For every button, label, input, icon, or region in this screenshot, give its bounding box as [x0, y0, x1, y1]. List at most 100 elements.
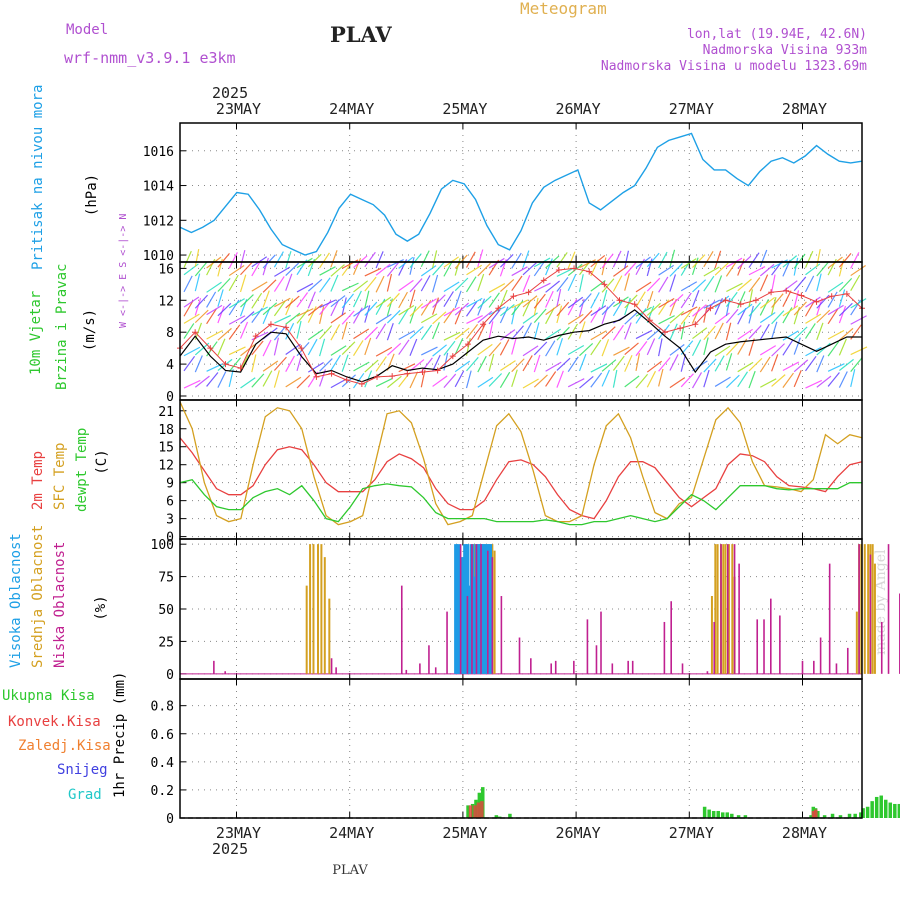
wind-barb	[612, 250, 622, 268]
precip-total-bar	[830, 813, 835, 818]
wind-barb	[771, 321, 778, 340]
wind-barb	[556, 288, 562, 307]
wind-barb	[194, 294, 209, 309]
temp-label-1: 2m Temp	[30, 451, 46, 510]
wind-barb	[771, 310, 785, 325]
wind-barb	[206, 372, 219, 387]
wind-barb	[364, 337, 372, 356]
wind-barb	[748, 325, 762, 339]
cloud-label-low: Niska Oblacnost	[52, 542, 68, 668]
wind-barb	[409, 253, 422, 268]
wind-barb	[771, 374, 786, 387]
wind-barb	[646, 360, 663, 373]
wind-barb	[658, 251, 668, 269]
wind-barb	[590, 363, 608, 373]
wind-barb	[375, 346, 393, 357]
wind-barb	[398, 279, 414, 292]
wind-speed-line	[179, 309, 862, 383]
gust-marker	[555, 266, 562, 273]
wind-barb	[511, 306, 517, 325]
wind-barb	[804, 323, 816, 339]
wind-barb	[240, 377, 256, 389]
wind-barb	[646, 252, 660, 268]
wind-barb	[601, 278, 615, 293]
wind-barb	[420, 357, 433, 373]
wind-barb	[556, 301, 570, 317]
wind-barb	[432, 311, 447, 325]
wind-barb	[703, 275, 715, 292]
wind-barb	[533, 341, 548, 356]
wind-barb	[296, 320, 302, 339]
wind-barb	[850, 298, 867, 309]
wind-barb	[206, 329, 223, 340]
gust-marker	[389, 373, 396, 380]
wind-barb	[409, 359, 425, 372]
y-tick-label: 0	[166, 668, 174, 683]
wind-barb	[183, 346, 201, 357]
wind-barb	[443, 281, 460, 293]
wind-barb	[816, 273, 822, 292]
wind-barb	[387, 375, 402, 389]
wind-barb	[386, 322, 394, 341]
cloud-label-high: Visoka Oblacnost	[8, 533, 24, 668]
wind-barb	[454, 370, 465, 388]
wind-barb	[432, 261, 446, 276]
gust-marker	[358, 381, 365, 388]
wind-barb	[319, 325, 333, 340]
wind-barb	[228, 369, 234, 387]
wind-barb	[782, 361, 800, 372]
temp-label-2: SFC Temp	[52, 443, 68, 510]
wind-barb	[669, 262, 683, 277]
gust-marker	[571, 265, 578, 272]
wind-barb	[850, 357, 863, 373]
wind-barb	[646, 370, 657, 388]
wind-barb	[748, 338, 755, 356]
wind-barb	[375, 323, 387, 340]
precip-total-bar	[897, 803, 900, 818]
wind-barb	[567, 356, 579, 373]
wind-barb	[330, 274, 339, 292]
compass-legend: W <-|-> E S <-|-> N	[118, 214, 129, 328]
wind-barb	[466, 297, 483, 308]
gust-marker	[692, 321, 699, 328]
wind-barb	[319, 306, 325, 324]
wind-barb	[511, 325, 524, 340]
wind-barb	[680, 373, 694, 388]
wind-label-2: Brzina i Pravac	[54, 264, 70, 390]
legend-convective-rain: Konvek.Kisa	[8, 714, 101, 730]
wind-barb	[228, 274, 239, 292]
wind-barb	[703, 251, 714, 268]
legend-hail: Grad	[68, 787, 102, 803]
wind-barb	[578, 353, 587, 372]
wind-barb	[533, 308, 547, 324]
elevation: Nadmorska Visina 933m	[703, 43, 868, 58]
wind-barb	[646, 290, 654, 309]
wind-barb	[285, 376, 302, 388]
precip-unit: 1hr Precip (mm)	[112, 672, 128, 798]
wind-barb	[511, 252, 522, 269]
wind-barb	[624, 342, 639, 355]
wind-barb	[454, 277, 469, 292]
gust-marker	[252, 333, 259, 340]
wind-barb	[567, 263, 583, 277]
wind-barb	[364, 267, 382, 277]
wind-barb	[793, 276, 807, 292]
wind-barb	[669, 274, 677, 292]
gust-marker	[616, 297, 623, 304]
gust-marker	[434, 367, 441, 374]
wind-barb	[500, 329, 516, 341]
date-label-bottom: 25MAY	[442, 824, 487, 842]
wind-barb	[850, 315, 867, 325]
wind-barb	[646, 258, 653, 277]
wind-barb	[274, 297, 291, 308]
wind-barb	[330, 312, 346, 324]
wind-barb	[194, 261, 208, 277]
wind-barb	[793, 370, 802, 388]
wind-barb	[522, 345, 539, 357]
temp-sfc-line	[179, 401, 863, 526]
wind-barb	[759, 323, 770, 341]
wind-barb	[612, 300, 624, 317]
precip-total-bar	[822, 815, 827, 818]
wind-barb	[533, 374, 548, 388]
wind-barb	[827, 363, 845, 372]
